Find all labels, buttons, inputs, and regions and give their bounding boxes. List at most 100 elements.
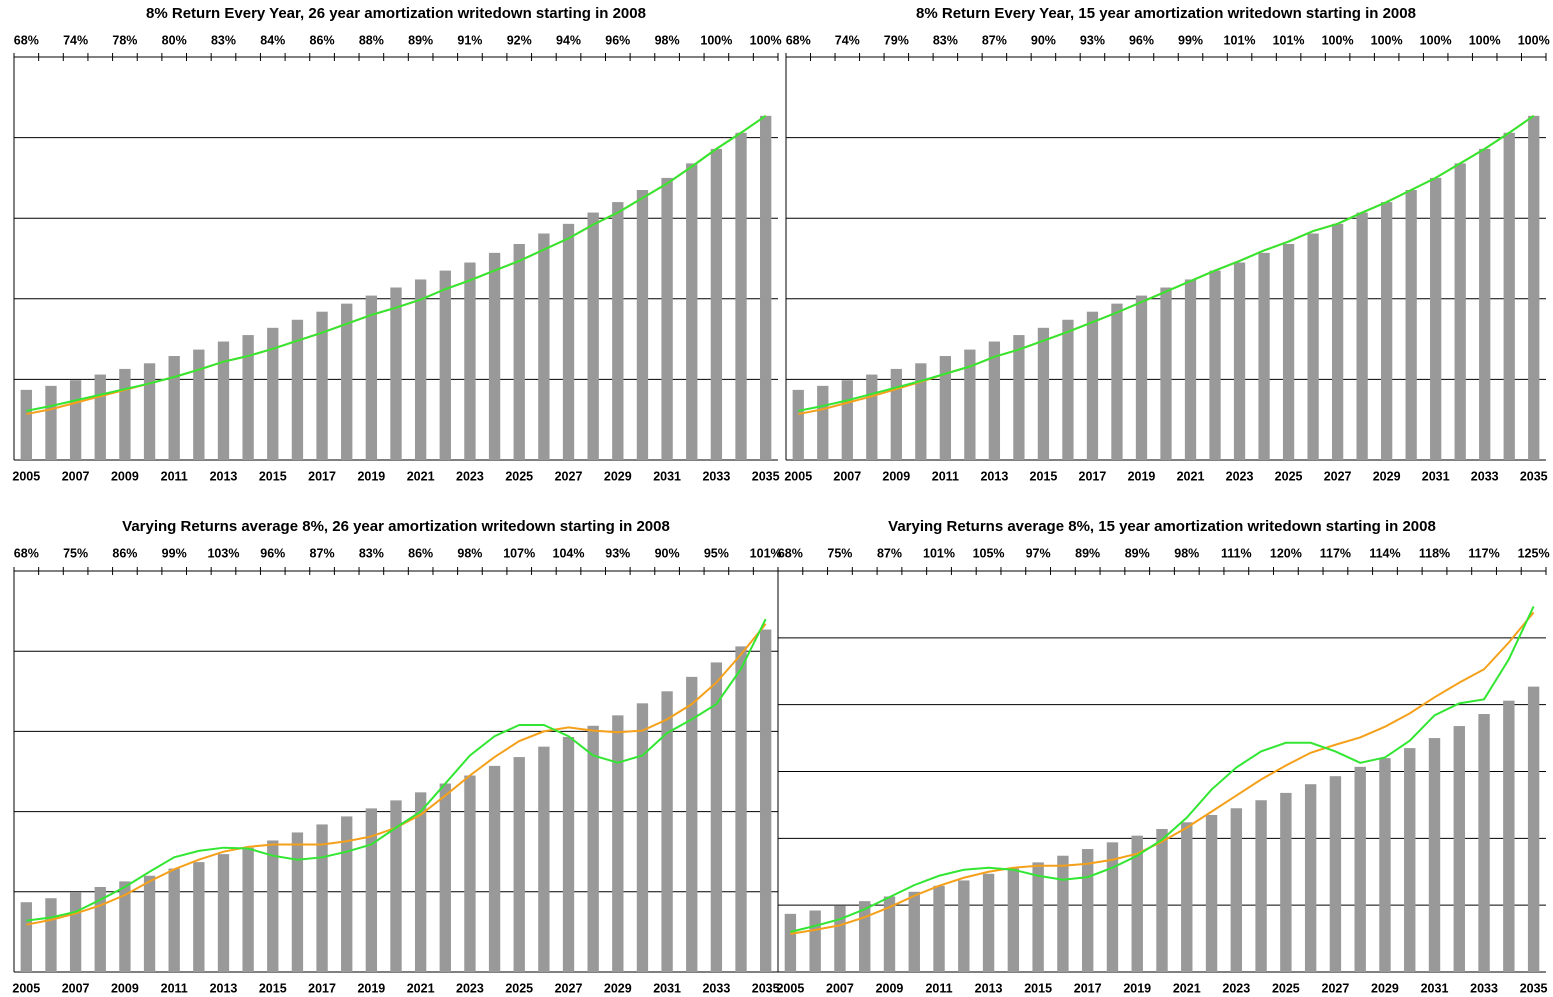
x-tick-label: 2007 xyxy=(62,981,90,995)
bar xyxy=(1304,784,1317,972)
top-tick-label: 75% xyxy=(63,546,88,560)
x-tick-label: 2013 xyxy=(210,469,238,483)
top-tick-label: 117% xyxy=(1468,546,1499,560)
x-tick-label: 2035 xyxy=(1520,981,1548,995)
top-tick-label: 98% xyxy=(1174,546,1199,560)
x-tick-label: 2019 xyxy=(1123,981,1151,995)
top-tick-label: 101% xyxy=(1273,33,1305,47)
bar xyxy=(464,775,476,972)
x-tick-label: 2021 xyxy=(407,981,435,995)
bar xyxy=(1454,163,1466,460)
chart-title: Varying Returns average 8%, 15 year amor… xyxy=(888,518,1436,535)
bar xyxy=(1478,714,1490,972)
x-tick-label: 2035 xyxy=(1520,469,1548,483)
bar xyxy=(1081,849,1094,972)
bar xyxy=(414,792,427,972)
x-tick-label: 2019 xyxy=(1128,469,1156,483)
x-tick-label: 2013 xyxy=(210,981,238,995)
x-tick-label: 2035 xyxy=(752,981,780,995)
x-tick-label: 2023 xyxy=(1226,469,1254,483)
bar xyxy=(841,380,853,460)
line xyxy=(798,115,1535,412)
bar xyxy=(612,202,624,460)
bar xyxy=(1233,262,1246,460)
bar xyxy=(982,873,995,972)
line xyxy=(26,618,767,922)
top-tick-label: 88% xyxy=(359,33,384,47)
bar xyxy=(1381,202,1393,460)
bar xyxy=(686,163,698,460)
x-tick-label: 2029 xyxy=(604,981,632,995)
top-tick-label: 118% xyxy=(1419,546,1450,560)
x-tick-label: 2025 xyxy=(1272,981,1300,995)
x-tick-label: 2015 xyxy=(259,469,287,483)
bar xyxy=(1255,800,1267,972)
bar xyxy=(1503,700,1515,972)
bar xyxy=(464,262,476,460)
bar xyxy=(1184,279,1197,460)
top-tick-label: 75% xyxy=(827,546,852,560)
bar xyxy=(964,349,976,460)
bar xyxy=(1282,243,1295,460)
top-tick-label: 100% xyxy=(1371,33,1403,47)
top-tick-label: 100% xyxy=(1420,33,1452,47)
top-tick-label: 104% xyxy=(553,546,585,560)
x-tick-label: 2005 xyxy=(776,981,804,995)
bar xyxy=(1013,335,1025,460)
top-tick-label: 100% xyxy=(1518,33,1550,47)
bar xyxy=(883,896,896,972)
bar xyxy=(488,765,501,972)
x-tick-label: 2027 xyxy=(555,981,583,995)
bar xyxy=(365,295,378,460)
bar xyxy=(365,808,378,972)
bar xyxy=(1007,868,1020,972)
bar xyxy=(341,816,353,972)
bar xyxy=(513,757,525,972)
bar xyxy=(890,368,902,460)
top-tick-label: 87% xyxy=(310,546,335,560)
bar xyxy=(513,243,525,460)
line xyxy=(790,611,1535,935)
bar xyxy=(390,800,402,972)
bar xyxy=(439,783,451,972)
x-tick-label: 2033 xyxy=(1471,469,1499,483)
x-tick-label: 2009 xyxy=(111,981,139,995)
x-tick-label: 2009 xyxy=(882,469,910,483)
top-tick-label: 83% xyxy=(933,33,958,47)
top-tick-label: 74% xyxy=(63,33,88,47)
bar xyxy=(636,189,649,461)
bar xyxy=(661,177,673,460)
x-tick-label: 2021 xyxy=(1177,469,1205,483)
bar xyxy=(661,691,673,972)
bar xyxy=(686,676,698,972)
x-tick-label: 2007 xyxy=(826,981,854,995)
bar xyxy=(1329,776,1342,972)
bar xyxy=(45,385,57,460)
bar xyxy=(1062,319,1074,460)
bar xyxy=(1430,177,1442,460)
top-tick-label: 99% xyxy=(162,546,187,560)
bar xyxy=(414,279,427,460)
top-tick-label: 111% xyxy=(1221,546,1252,560)
bar xyxy=(1032,862,1044,972)
bar xyxy=(834,905,846,972)
bar xyxy=(168,356,180,460)
top-tick-label: 87% xyxy=(877,546,902,560)
bar xyxy=(562,223,575,460)
bar xyxy=(267,327,279,460)
bar xyxy=(636,703,649,972)
bar xyxy=(1528,115,1540,460)
x-tick-label: 2027 xyxy=(555,469,583,483)
top-tick-label: 100% xyxy=(750,33,782,47)
bar xyxy=(915,363,927,460)
top-tick-label: 107% xyxy=(503,546,535,560)
x-tick-label: 2009 xyxy=(876,981,904,995)
bar xyxy=(908,891,920,972)
bar xyxy=(193,862,205,972)
bar xyxy=(1131,835,1143,972)
bar xyxy=(94,374,106,460)
bar xyxy=(1135,295,1148,460)
bar xyxy=(20,902,32,972)
bar xyxy=(291,832,304,972)
line xyxy=(790,605,1535,933)
